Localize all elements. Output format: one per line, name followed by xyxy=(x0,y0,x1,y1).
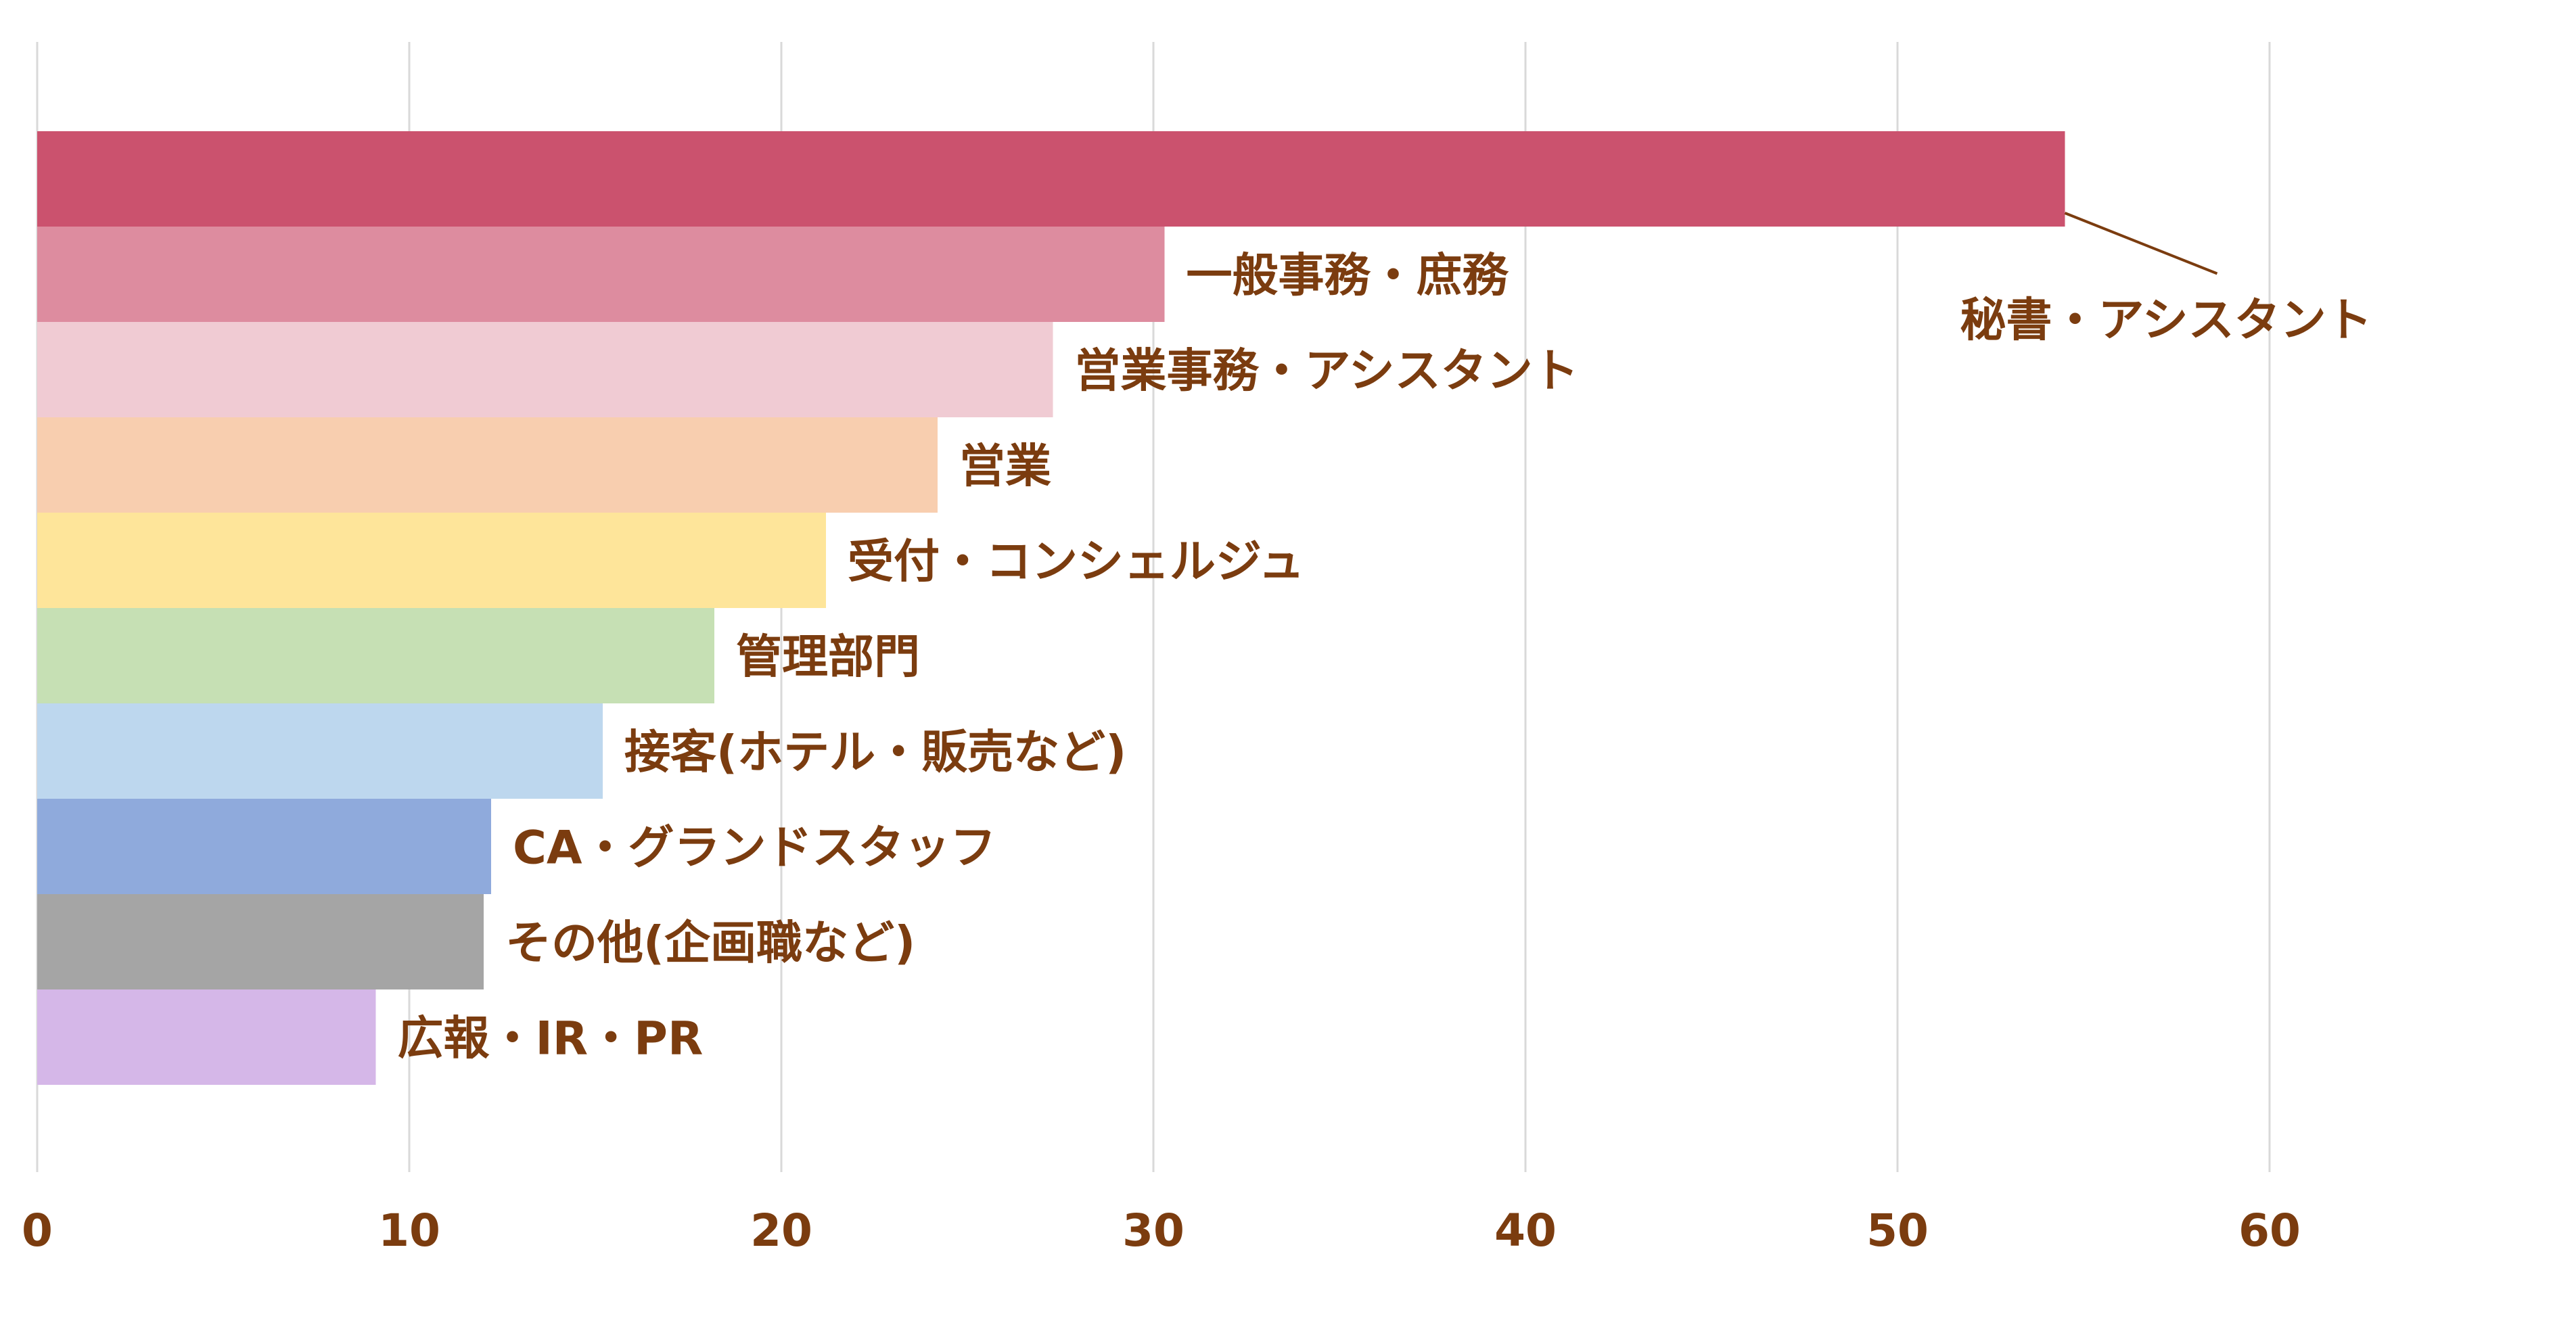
bar-label: 広報・IR・PR xyxy=(398,1012,704,1066)
x-tick-label: 60 xyxy=(2238,1205,2301,1257)
bar-3 xyxy=(37,322,1053,417)
bar-label: 管理部門 xyxy=(736,631,920,684)
bar-9 xyxy=(37,894,484,989)
bar-8 xyxy=(37,799,491,894)
bar-label: 営業事務・アシスタント xyxy=(1075,345,1579,398)
bar-label: 一般事務・庶務 xyxy=(1187,250,1509,303)
bar-label: 秘書・アシスタント xyxy=(1960,294,2372,348)
bar-5 xyxy=(37,513,826,608)
leader-line xyxy=(2064,212,2218,275)
x-tick-label: 30 xyxy=(1122,1205,1184,1257)
bar-1 xyxy=(37,131,2065,227)
bar-label: 営業 xyxy=(959,440,1051,494)
bar-6 xyxy=(37,608,714,703)
bar-label: CA・グランドスタッフ xyxy=(513,822,996,875)
x-tick-label: 40 xyxy=(1494,1205,1557,1257)
x-tick-label: 0 xyxy=(22,1205,53,1257)
bar-label: その他(企画職など) xyxy=(505,917,915,971)
x-tick-label: 20 xyxy=(750,1205,812,1257)
bar-labels: 秘書・アシスタント 一般事務・庶務営業事務・アシスタント営業受付・コンシェルジュ管… xyxy=(398,212,2372,1066)
bar-10 xyxy=(37,989,376,1085)
bar-4 xyxy=(37,417,938,513)
bars xyxy=(37,131,2065,1085)
x-tick-label: 10 xyxy=(378,1205,440,1257)
bar-label: 受付・コンシェルジュ xyxy=(848,536,1304,589)
bar-7 xyxy=(37,703,603,799)
x-tick-label: 50 xyxy=(1866,1205,1929,1257)
bar-label: 接客(ホテル・販売など) xyxy=(624,726,1126,780)
bar-2 xyxy=(37,227,1165,322)
x-axis-ticks: 0 10 20 30 40 50 60 xyxy=(22,1205,2301,1257)
